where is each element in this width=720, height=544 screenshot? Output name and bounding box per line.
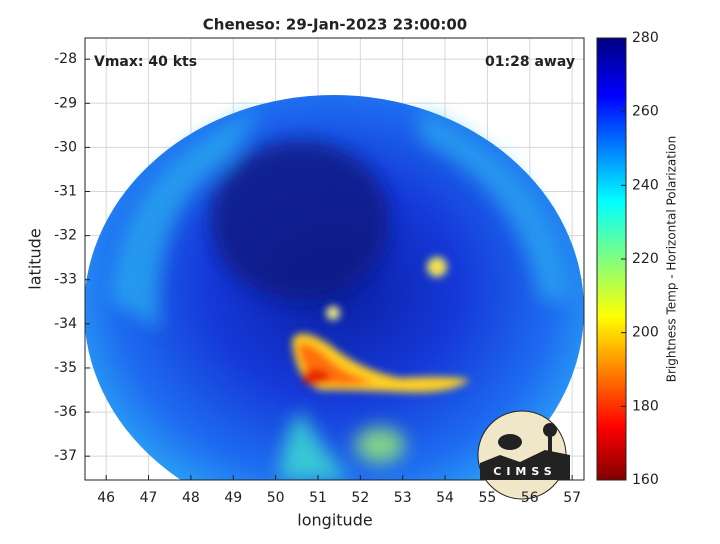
x-tick-label: 54 [436, 490, 454, 506]
colorbar-tick-label: 280 [632, 30, 659, 46]
y-tick-label: -33 [54, 272, 77, 288]
x-tick-label: 55 [479, 490, 497, 506]
annotation: Vmax: 40 kts [94, 54, 197, 70]
x-axis-label: longitude [297, 511, 372, 530]
colorbar-tick-label: 200 [632, 325, 659, 341]
y-tick-label: -37 [54, 448, 77, 464]
satellite-image [85, 95, 584, 480]
chart-title: Cheneso: 29-Jan-2023 23:00:00 [203, 16, 467, 34]
colorbar-tick-label: 240 [632, 177, 659, 193]
x-tick-label: 50 [267, 490, 285, 506]
colorbar-tick-label: 260 [632, 104, 659, 120]
x-tick-label: 46 [97, 490, 115, 506]
logo: CIMSS [477, 410, 570, 500]
logo-text: CIMSS [493, 465, 556, 478]
colorbar-tick-label: 160 [632, 472, 659, 488]
y-tick-label: -31 [54, 184, 77, 200]
x-tick-label: 48 [182, 490, 200, 506]
y-tick-label: -32 [54, 228, 77, 244]
x-tick-label: 57 [563, 490, 581, 506]
y-tick-label: -29 [54, 95, 77, 111]
x-tick-label: 47 [140, 490, 158, 506]
y-tick-label: -30 [54, 139, 77, 155]
y-tick-label: -36 [54, 404, 77, 420]
plot-frame [84, 37, 585, 481]
y-tick-label: -34 [54, 316, 77, 332]
x-tick-label: 56 [521, 490, 539, 506]
x-tick-label: 53 [394, 490, 412, 506]
colorbar-tick-label: 220 [632, 251, 659, 267]
y-tick-label: -28 [54, 51, 77, 67]
annotation: 01:28 away [485, 54, 575, 70]
y-axis-label: latitude [26, 228, 45, 289]
x-tick-label: 51 [309, 490, 327, 506]
colorbar-label: Brightness Temp - Horizontal Polarizatio… [665, 136, 679, 383]
x-tick-label: 49 [224, 490, 242, 506]
x-tick-label: 52 [351, 490, 369, 506]
y-tick-label: -35 [54, 360, 77, 376]
colorbar-tick-label: 180 [632, 398, 659, 414]
